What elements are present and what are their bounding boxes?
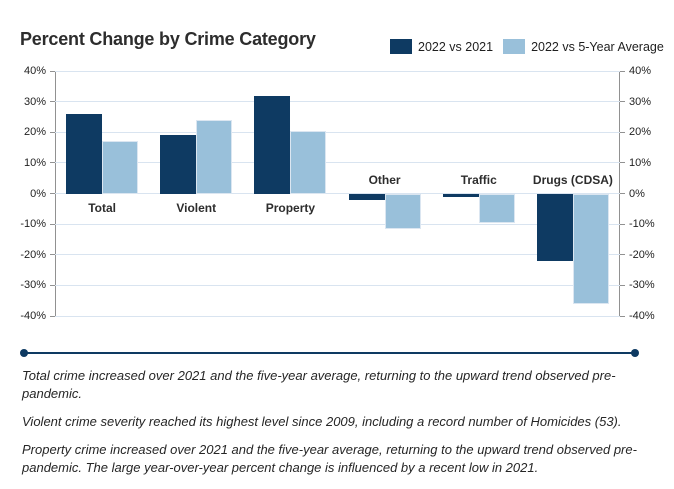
category-label: Drugs (CDSA) (532, 172, 613, 187)
axis-tick-left (50, 254, 55, 256)
gridline (55, 162, 620, 164)
gridline (55, 315, 620, 317)
gridline (55, 254, 620, 256)
divider-line (24, 352, 635, 354)
legend-item-2022-vs-2021: 2022 vs 2021 (390, 39, 493, 54)
bar (66, 113, 103, 194)
y-axis-label-left: -20% (20, 248, 46, 261)
bar (196, 120, 233, 194)
y-axis-label-right: 0% (629, 187, 645, 200)
axis-tick-left (50, 70, 55, 72)
legend-label: 2022 vs 2021 (418, 39, 494, 54)
y-axis-label-left: 10% (23, 156, 46, 169)
gridline (55, 193, 620, 194)
bar (254, 95, 291, 194)
axis-tick-right (620, 284, 625, 286)
y-axis-label-right: 40% (629, 65, 652, 77)
y-axis-label-left: 0% (30, 187, 46, 200)
axis-tick-left (50, 223, 55, 225)
chart-title: Percent Change by Crime Category (20, 29, 316, 49)
divider-dot-left (20, 349, 28, 357)
axis-tick-left (50, 193, 55, 194)
note-property-crime: Property crime increased over 2021 and t… (22, 442, 637, 475)
legend-label: 2022 vs 5-Year Average (531, 39, 664, 54)
y-axis-label-right: -20% (629, 248, 655, 261)
y-axis-label-right: -30% (629, 279, 655, 292)
y-axis-label-right: 30% (629, 95, 652, 108)
bar (442, 193, 479, 197)
axis-tick-right (620, 131, 625, 133)
axis-tick-right (620, 70, 625, 72)
bar (348, 193, 385, 200)
axis-tick-left (50, 162, 55, 164)
axis-tick-right (620, 254, 625, 256)
y-axis-label-left: 30% (23, 95, 46, 108)
axis-tick-right (620, 162, 625, 164)
bar (384, 193, 421, 229)
gridline (55, 284, 620, 286)
bar (572, 193, 609, 304)
y-axis-label-right: 20% (629, 126, 652, 139)
legend-item-2022-vs-5yr: 2022 vs 5-Year Average (503, 39, 664, 54)
y-axis-label-left: 20% (23, 126, 46, 139)
y-axis-label-left: 40% (23, 65, 46, 77)
y-axis-label-right: -10% (629, 218, 655, 231)
bar (290, 130, 327, 194)
bar (160, 135, 197, 194)
legend-swatch-dark (390, 39, 412, 54)
summary-notes: Total crime increased over 2021 and the … (22, 367, 650, 487)
bar (478, 193, 515, 223)
axis-tick-right (620, 101, 625, 103)
axis-tick-right (620, 193, 625, 194)
axis-tick-left (50, 131, 55, 133)
gridline (55, 101, 620, 103)
gridline (55, 131, 620, 133)
note-total-crime: Total crime increased over 2021 and the … (22, 368, 616, 401)
chart-legend: 2022 vs 2021 2022 vs 5-Year Average (390, 39, 664, 54)
bar (536, 193, 573, 261)
axis-tick-right (620, 315, 625, 317)
y-axis-label-right: -40% (629, 310, 655, 322)
legend-swatch-light (503, 39, 526, 54)
category-label: Total (88, 200, 116, 215)
y-axis-label-left: -30% (20, 279, 46, 292)
axis-tick-left (50, 284, 55, 286)
category-label: Other (368, 172, 401, 187)
plot-area: 40% 40% 30% 30% 20% 20% 10% 10% 0% 0% -10% -10% -20%… (20, 65, 654, 322)
category-label: Traffic (460, 172, 497, 187)
divider-dot-right (631, 349, 639, 357)
y-axis-label-left: -10% (20, 218, 46, 231)
note-violent-crime: Violent crime severity reached its highe… (22, 414, 622, 429)
category-label: Property (265, 200, 316, 215)
axis-tick-right (620, 223, 625, 225)
axis-tick-left (50, 315, 55, 317)
gridline (55, 223, 620, 225)
axis-tick-left (50, 101, 55, 103)
bar (102, 141, 139, 194)
gridline (55, 70, 620, 72)
y-axis-label-right: 10% (629, 156, 652, 169)
category-label: Violent (176, 200, 217, 215)
y-axis-label-left: -40% (20, 310, 46, 322)
